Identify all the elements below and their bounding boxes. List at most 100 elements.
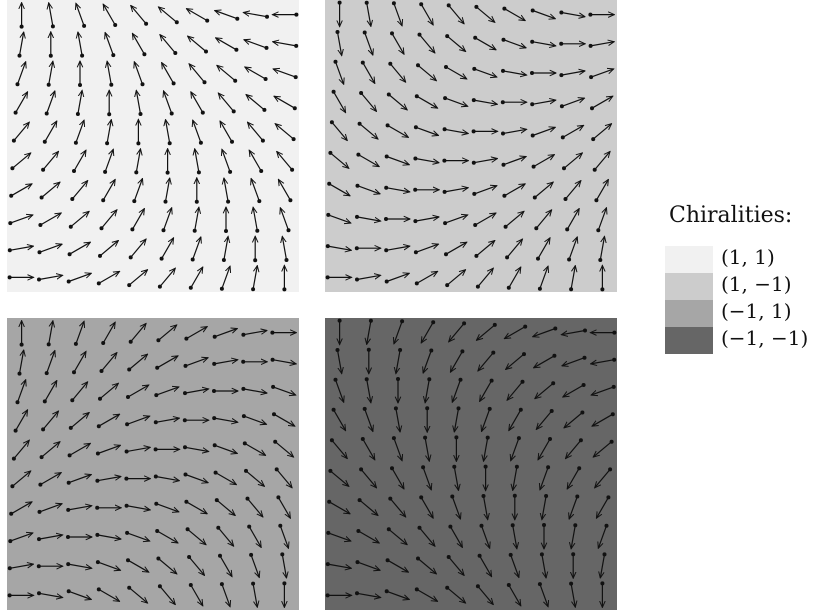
arrow-tail-dot — [13, 110, 18, 115]
field-arrow — [282, 236, 288, 261]
field-arrow — [253, 207, 258, 231]
arrow-tail-dot — [154, 393, 159, 398]
arrow-tail-dot — [368, 318, 373, 323]
field-arrow — [126, 447, 151, 453]
field-arrow — [278, 179, 291, 201]
arrow-tail-dot — [96, 281, 101, 286]
arrow-tail-dot — [471, 129, 476, 134]
arrow-tail-dot — [282, 287, 287, 292]
field-arrow — [99, 383, 118, 400]
arrow-tail-dot — [99, 226, 104, 231]
field-arrow — [193, 120, 202, 143]
arrow-tail-dot — [444, 252, 448, 257]
arrow-tail-dot — [443, 221, 448, 226]
arrow-tail-dot — [325, 275, 330, 280]
field-arrow — [16, 380, 26, 403]
field-arrow — [68, 506, 92, 511]
arrow-tail-dot — [567, 257, 572, 262]
field-arrow — [245, 470, 264, 486]
field-arrow — [127, 559, 149, 572]
field-arrow — [107, 61, 112, 85]
field-arrow — [185, 473, 209, 483]
field-arrow — [449, 323, 465, 341]
arrow-tail-dot — [337, 318, 342, 323]
arrow-tail-dot — [72, 370, 76, 375]
arrow-tail-dot — [355, 591, 359, 596]
field-arrow — [97, 445, 121, 455]
field-arrow — [541, 554, 546, 578]
field-arrow — [540, 467, 549, 490]
field-arrow — [184, 389, 209, 394]
panel-chirality-minus1-minus1 — [325, 318, 617, 610]
arrow-tail-dot — [7, 566, 12, 571]
arrow-tail-dot — [328, 468, 333, 473]
legend-label: (−1, −1) — [721, 326, 809, 350]
field-arrow — [563, 384, 584, 397]
arrow-tail-dot — [416, 556, 420, 561]
field-arrow — [9, 564, 34, 569]
arrow-tail-dot — [156, 338, 161, 343]
field-arrow — [98, 588, 120, 601]
arrow-tail-dot — [263, 77, 268, 81]
field-arrow — [599, 236, 604, 261]
field-arrow — [280, 208, 290, 231]
field-arrow — [476, 324, 496, 340]
field-arrow — [156, 503, 179, 512]
arrow-tail-dot — [414, 587, 419, 592]
arrow-tail-dot — [364, 0, 369, 5]
field-arrow — [97, 477, 121, 482]
arrow-tail-dot — [518, 407, 523, 412]
arrow-tail-dot — [530, 39, 535, 44]
field-arrow — [216, 38, 237, 51]
arrow-tail-dot — [37, 509, 42, 514]
field-arrow — [68, 590, 92, 599]
legend-label: (1, −1) — [721, 272, 792, 296]
legend-title: Chiralities: — [669, 203, 793, 228]
arrow-tail-dot — [356, 152, 361, 157]
field-arrow — [336, 349, 342, 374]
arrow-tail-dot — [364, 377, 369, 382]
arrow-tail-dot — [13, 428, 18, 433]
arrow-tail-dot — [182, 418, 187, 423]
field-arrow — [511, 437, 520, 461]
field-arrow — [328, 532, 351, 541]
field-arrow — [425, 379, 430, 403]
arrow-tail-dot — [589, 75, 594, 80]
arrow-tail-dot — [19, 24, 24, 29]
field-arrow — [446, 270, 465, 286]
arrow-tail-dot — [113, 23, 118, 27]
field-arrow — [73, 351, 86, 373]
arrow-tail-dot — [140, 82, 145, 87]
field-arrow — [186, 9, 208, 22]
arrow-tail-dot — [452, 464, 457, 469]
arrow-tail-dot — [328, 150, 333, 155]
arrow-tail-dot — [95, 532, 100, 537]
field-arrow — [566, 209, 579, 230]
field-arrow — [155, 475, 180, 481]
field-arrow — [99, 241, 118, 257]
arrow-tail-dot — [194, 199, 199, 204]
field-arrow — [362, 438, 375, 460]
arrow-tail-dot — [427, 377, 432, 382]
arrow-tail-dot — [325, 593, 330, 598]
arrow-tail-dot — [583, 328, 587, 333]
arrow-tail-dot — [280, 552, 285, 557]
arrow-tail-dot — [385, 558, 390, 563]
arrow-tail-dot — [75, 112, 80, 116]
arrow-tail-dot — [429, 348, 434, 353]
arrow-tail-dot — [219, 582, 224, 587]
arrow-tail-dot — [600, 287, 605, 292]
field-arrow — [473, 159, 498, 164]
arrow-tail-dot — [474, 253, 479, 258]
legend-entry: (1, −1) — [665, 272, 815, 300]
arrow-tail-dot — [325, 244, 330, 249]
field-arrow — [328, 183, 350, 196]
field-arrow — [273, 42, 297, 47]
arrow-tail-dot — [609, 439, 614, 444]
field-arrow — [512, 525, 517, 549]
field-arrow — [98, 414, 120, 427]
field-arrow — [420, 497, 433, 518]
field-arrow — [359, 123, 378, 139]
legend-label: (1, 1) — [721, 245, 775, 269]
